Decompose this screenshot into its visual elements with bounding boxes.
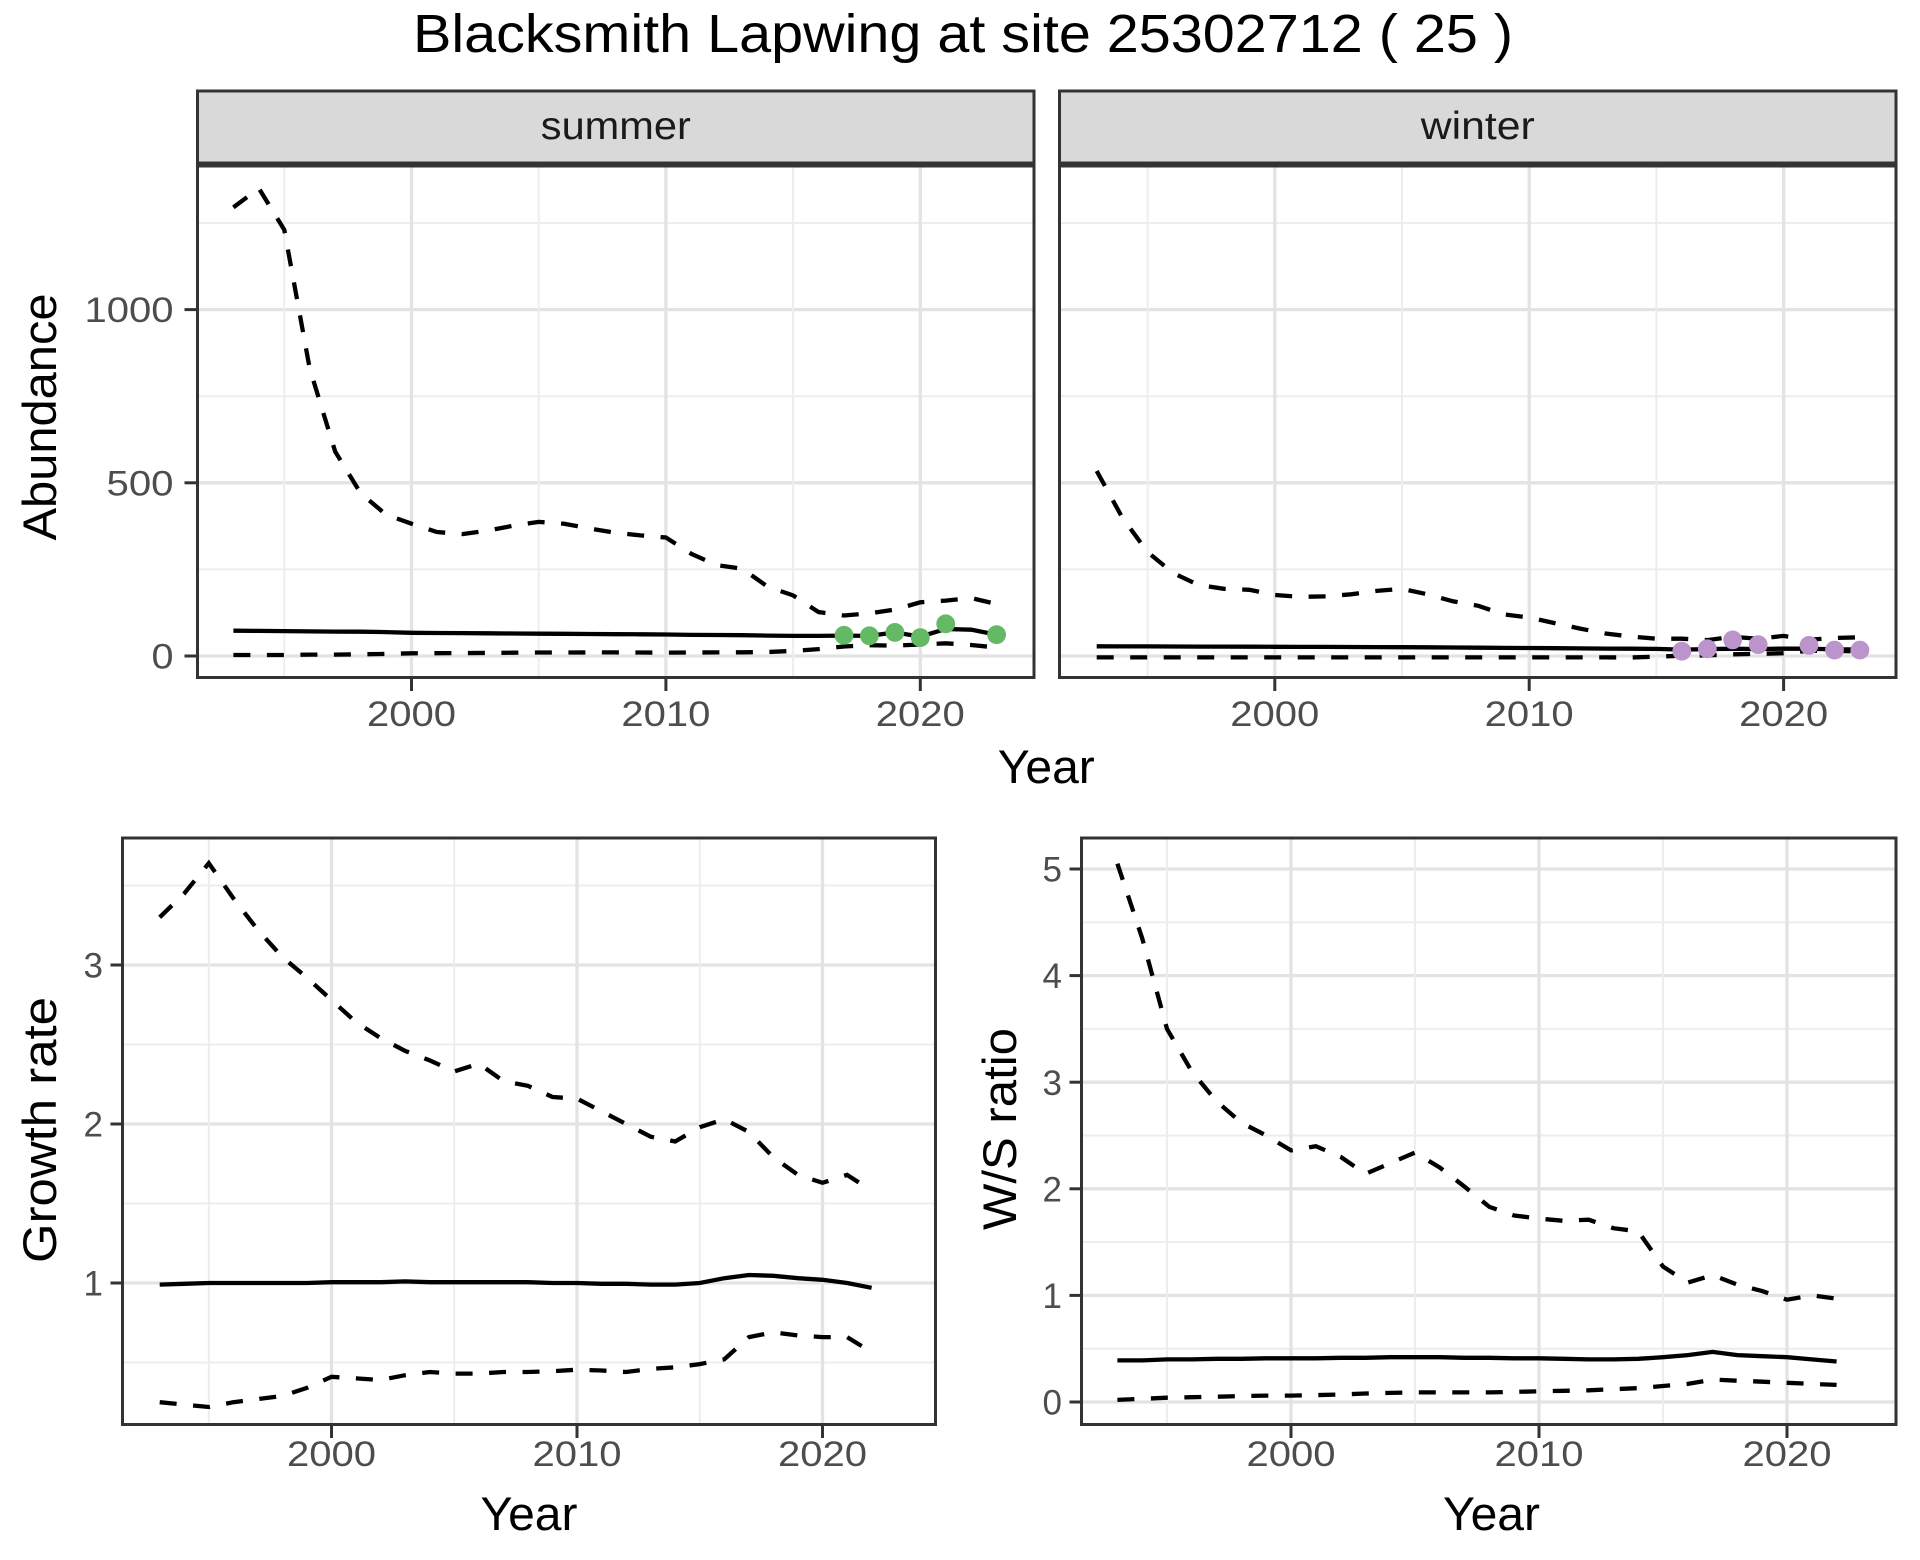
svg-text:2: 2: [1043, 1170, 1062, 1209]
svg-text:0: 0: [152, 638, 174, 677]
svg-text:3: 3: [84, 947, 103, 986]
svg-text:2020: 2020: [876, 695, 965, 734]
svg-text:3: 3: [1043, 1064, 1062, 1103]
svg-text:2010: 2010: [533, 1435, 622, 1474]
svg-text:Growth rate: Growth rate: [13, 997, 66, 1263]
svg-text:500: 500: [107, 464, 174, 503]
svg-text:winter: winter: [1420, 105, 1535, 148]
svg-text:Year: Year: [481, 1487, 578, 1540]
svg-text:2000: 2000: [367, 695, 456, 734]
svg-text:Blacksmith Lapwing at site 253: Blacksmith Lapwing at site 25302712 ( 25…: [413, 4, 1513, 64]
svg-text:Abundance: Abundance: [13, 294, 66, 541]
svg-text:2010: 2010: [1495, 1435, 1584, 1474]
svg-text:2010: 2010: [1485, 695, 1574, 734]
svg-text:Year: Year: [998, 740, 1095, 793]
svg-text:5: 5: [1043, 851, 1062, 890]
svg-text:1: 1: [84, 1265, 103, 1304]
svg-text:2000: 2000: [1247, 1435, 1336, 1474]
svg-text:summer: summer: [541, 105, 691, 148]
svg-text:2010: 2010: [621, 695, 710, 734]
svg-text:2000: 2000: [1230, 695, 1319, 734]
svg-text:2000: 2000: [287, 1435, 376, 1474]
svg-text:1: 1: [1043, 1277, 1062, 1316]
svg-text:1000: 1000: [85, 291, 174, 330]
svg-text:2020: 2020: [1739, 695, 1828, 734]
svg-text:Year: Year: [1443, 1487, 1540, 1540]
svg-text:0: 0: [1043, 1384, 1062, 1423]
svg-text:W/S ratio: W/S ratio: [973, 1028, 1026, 1230]
svg-text:2020: 2020: [778, 1435, 867, 1474]
svg-text:4: 4: [1043, 957, 1062, 996]
svg-text:2020: 2020: [1743, 1435, 1832, 1474]
svg-text:2: 2: [84, 1106, 103, 1145]
